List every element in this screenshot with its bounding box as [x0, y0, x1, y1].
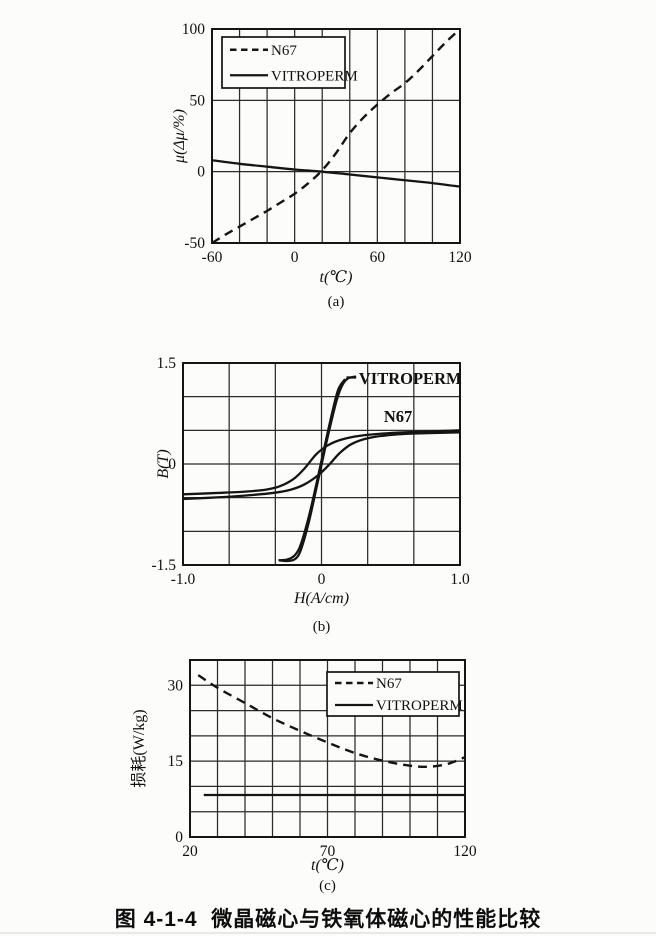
y-tick-label: 30 — [168, 677, 184, 694]
chart-core-loss-vs-temperature: 20 70 120 0 15 30 t(℃) 损耗(W/kg) (c) N67 VITROPERM — [130, 659, 477, 894]
y-tick-label: -50 — [184, 235, 205, 252]
x-tick-label: 1.0 — [450, 571, 470, 588]
legend-label: VITROPERM — [376, 698, 463, 714]
figure-caption: 图 4-1-4 微晶磁心与铁氧体磁心的性能比较 — [114, 908, 542, 931]
legend-label: N67 — [271, 43, 297, 59]
x-tick-label: 0 — [318, 571, 326, 588]
legend-box — [221, 36, 346, 89]
series-n67 — [197, 674, 466, 769]
x-tick-label: -1.0 — [171, 571, 196, 588]
x-axis-label: H(A/cm) — [293, 590, 349, 607]
legend-label: VITROPERM — [271, 68, 358, 84]
y-tick-label: 100 — [182, 21, 206, 38]
legend-label: N67 — [376, 676, 402, 692]
series-n67 — [182, 429, 461, 496]
x-axis-label: t(℃) — [320, 269, 353, 286]
y-tick-label: -1.5 — [151, 557, 176, 574]
subplot-label: (a) — [328, 294, 345, 310]
series-vitroperm — [278, 375, 357, 563]
plot-frame — [211, 28, 461, 244]
x-tick-label: 0 — [291, 249, 299, 266]
y-axis-label: μ(Δμ/%) — [171, 109, 188, 164]
legend-box — [326, 671, 460, 717]
x-tick-label: 20 — [182, 843, 198, 860]
plot-frame — [189, 659, 466, 838]
series-n67 — [211, 28, 461, 245]
series-n67 — [182, 431, 461, 501]
chart-hysteresis-loops: -1.0 0 1.0 -1.5 0 1.5 H(A/cm) B(T) (b) VITROPERM N… — [151, 355, 470, 635]
annotation-label: VITROPERM — [359, 369, 462, 388]
chart-permeability-vs-temperature: -60 0 60 120 -50 0 50 100 t(℃) μ(Δμ/%) (a) N67 VITRO… — [171, 21, 472, 310]
page-edge-line — [0, 932, 656, 934]
x-tick-label: -60 — [202, 249, 223, 266]
y-tick-label: 15 — [168, 753, 184, 770]
y-tick-label: 0 — [197, 164, 205, 181]
x-tick-label: 60 — [370, 249, 386, 266]
y-tick-label: 50 — [190, 92, 206, 109]
y-tick-label: 1.5 — [157, 355, 177, 372]
y-axis-label: 损耗(W/kg) — [130, 709, 148, 787]
subplot-label: (b) — [313, 619, 331, 635]
x-tick-label: 120 — [453, 843, 477, 860]
y-tick-label: 0 — [168, 456, 176, 473]
subplot-label: (c) — [319, 878, 336, 894]
series-vitroperm — [211, 159, 461, 188]
y-axis-label: B(T) — [155, 449, 172, 478]
x-axis-label: t(℃) — [311, 857, 344, 874]
y-tick-label: 0 — [175, 829, 183, 846]
series-vitroperm — [278, 378, 347, 562]
annotation-label: N67 — [384, 407, 412, 426]
plot-frame — [182, 362, 461, 566]
x-tick-label: 70 — [320, 843, 336, 860]
x-tick-label: 120 — [448, 249, 472, 266]
